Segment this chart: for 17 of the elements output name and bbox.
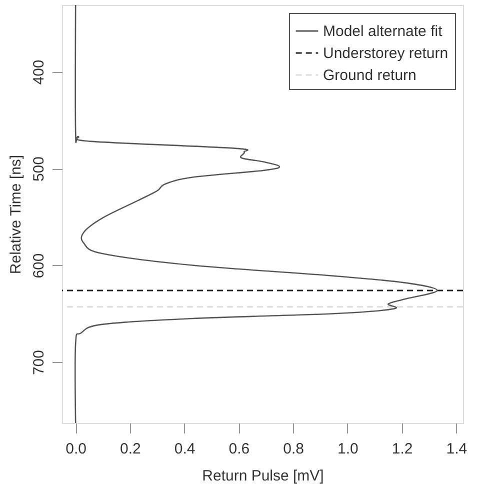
x-axis-title: Return Pulse [mV] [202, 468, 324, 484]
y-tick-label: 400 [30, 60, 48, 85]
x-tick-label: 0.6 [228, 440, 250, 458]
legend-label: Understorey return [323, 45, 448, 62]
x-tick-label: 1.4 [446, 440, 468, 458]
legend-label: Ground return [323, 67, 416, 84]
y-tick-label: 600 [30, 253, 48, 278]
x-tick-label: 0.4 [174, 440, 196, 458]
x-tick-label: 0.0 [66, 440, 87, 458]
y-tick-label: 500 [30, 156, 48, 182]
x-tick-label: 0.8 [283, 440, 304, 458]
x-tick-label: 0.2 [120, 440, 141, 458]
y-axis-title: Relative Time [ns] [8, 154, 24, 274]
x-tick-label: 1.0 [338, 440, 358, 458]
legend-label: Model alternate fit [323, 23, 444, 40]
x-tick-label: 1.2 [392, 440, 413, 458]
y-tick-label: 700 [30, 350, 48, 376]
